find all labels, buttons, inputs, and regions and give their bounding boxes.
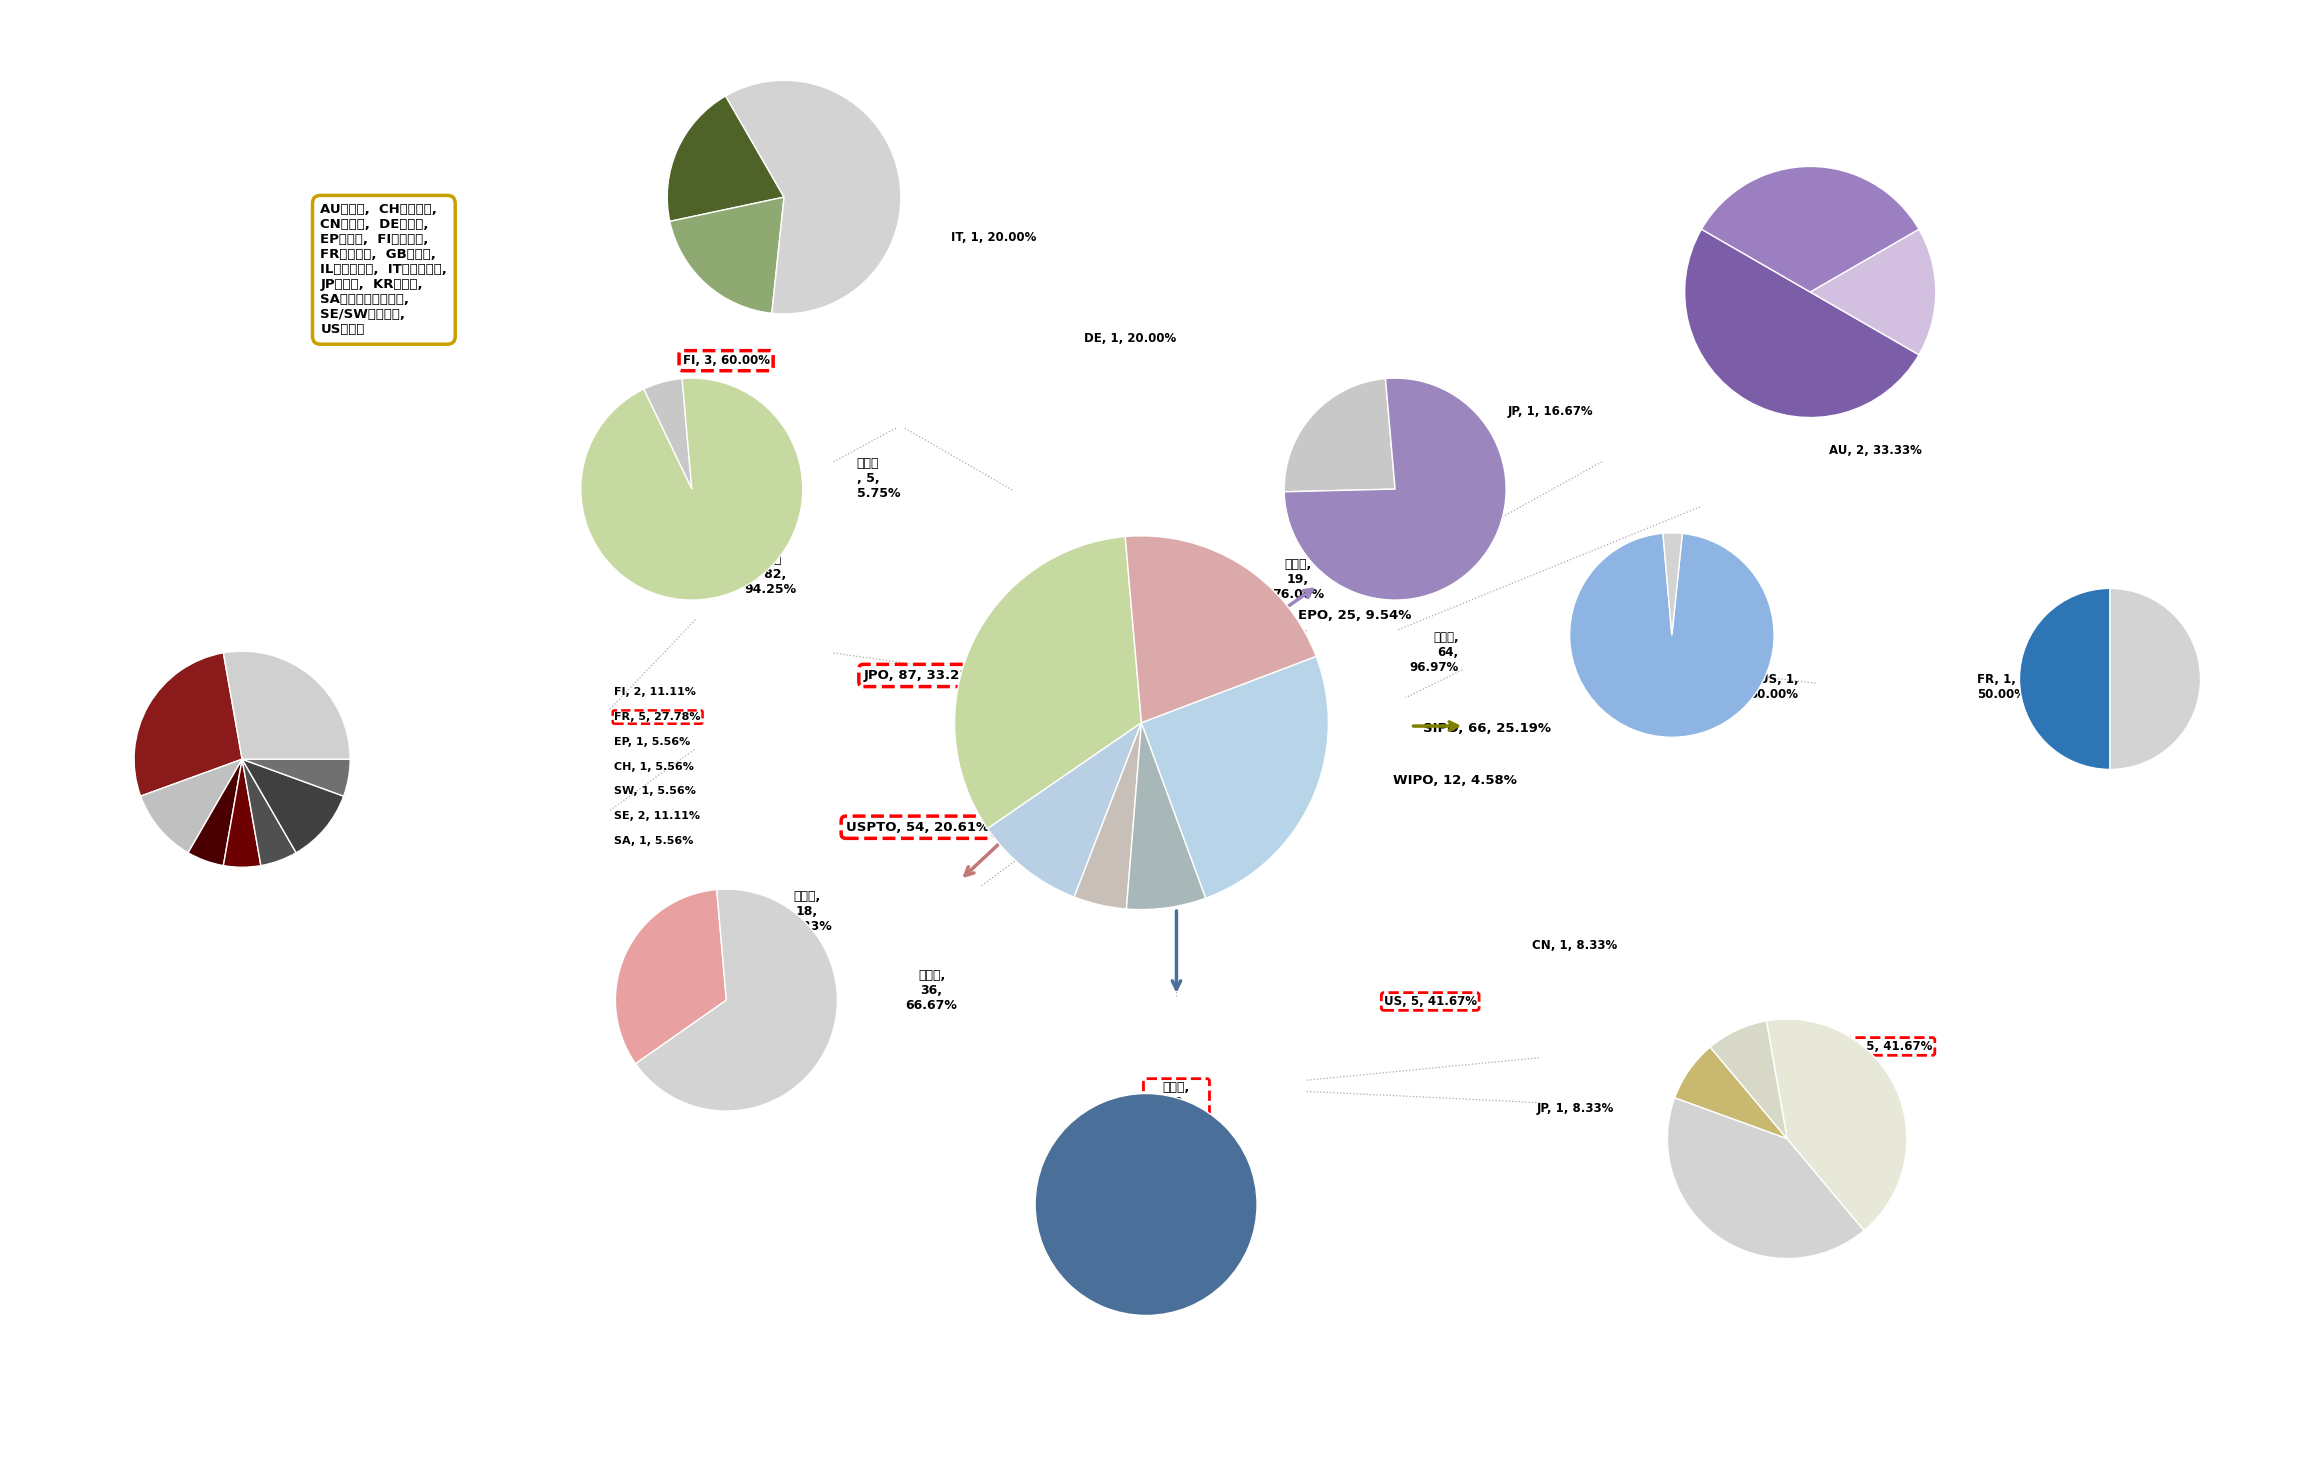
Text: EP, 1, 5.56%: EP, 1, 5.56% — [613, 737, 692, 748]
Wedge shape — [1035, 1094, 1257, 1315]
Text: JP, 5, 27.78%: JP, 5, 27.78% — [256, 749, 337, 759]
Text: 외국인,
6,
24.00%: 외국인, 6, 24.00% — [1404, 469, 1457, 511]
Wedge shape — [726, 80, 902, 314]
Text: 외국인,
2,
3.03%: 외국인, 2, 3.03% — [1709, 587, 1750, 629]
Wedge shape — [669, 197, 784, 314]
Wedge shape — [242, 759, 295, 866]
Wedge shape — [1702, 166, 1919, 292]
Text: US, 5, 41.67%: US, 5, 41.67% — [1384, 994, 1476, 1007]
Wedge shape — [242, 759, 351, 796]
Text: SE, 2, 11.11%: SE, 2, 11.11% — [613, 810, 701, 821]
Wedge shape — [1810, 229, 1935, 355]
Wedge shape — [1075, 723, 1141, 910]
Text: 내국인,
64,
96.97%: 내국인, 64, 96.97% — [1409, 632, 1460, 675]
Text: FR, 5, 27.78%: FR, 5, 27.78% — [613, 712, 701, 723]
Wedge shape — [2020, 588, 2110, 769]
Wedge shape — [134, 653, 242, 796]
Wedge shape — [1766, 1019, 1907, 1231]
Wedge shape — [1663, 533, 1683, 635]
Wedge shape — [1284, 378, 1506, 600]
Text: 내국인,
36,
66.67%: 내국인, 36, 66.67% — [906, 969, 957, 1012]
Text: SW, 1, 5.56%: SW, 1, 5.56% — [613, 787, 696, 796]
Text: SIPO, 66, 25.19%: SIPO, 66, 25.19% — [1423, 721, 1552, 734]
Text: USPTO, 54, 20.61%: USPTO, 54, 20.61% — [846, 821, 989, 834]
Wedge shape — [616, 889, 726, 1064]
Wedge shape — [224, 759, 261, 867]
Text: 외국인
, 5,
5.75%: 외국인 , 5, 5.75% — [856, 457, 899, 501]
Text: WIPO, 12, 4.58%: WIPO, 12, 4.58% — [1393, 774, 1517, 787]
Wedge shape — [2110, 588, 2200, 769]
Wedge shape — [242, 759, 344, 853]
Wedge shape — [636, 889, 837, 1111]
Text: FR, 1,
50.00%: FR, 1, 50.00% — [1976, 673, 2027, 701]
Text: AU, 2, 33.33%: AU, 2, 33.33% — [1829, 444, 1921, 457]
Wedge shape — [581, 378, 802, 600]
Wedge shape — [1667, 1098, 1863, 1259]
Wedge shape — [1686, 229, 1919, 418]
Text: 내국인,
18,
100.00%: 내국인, 18, 100.00% — [1146, 1082, 1206, 1124]
Text: FI, 2, 11.11%: FI, 2, 11.11% — [613, 688, 696, 698]
Wedge shape — [141, 759, 242, 853]
Wedge shape — [189, 759, 242, 866]
Text: SA, 1, 5.56%: SA, 1, 5.56% — [613, 835, 694, 845]
Wedge shape — [1125, 536, 1317, 723]
Text: CN, 1, 8.33%: CN, 1, 8.33% — [1533, 939, 1617, 952]
Text: EP, 5, 41.67%: EP, 5, 41.67% — [1842, 1040, 1932, 1053]
Wedge shape — [1284, 378, 1395, 492]
Text: AU：호주,  CH：스위스,
CN：중국,  DE：독일,
EP：유럽,  FI：핀란드,
FR：프랑스,  GB：영국,
IL：이스라엘,  IT：이탈리아: AU：호주, CH：스위스, CN：중국, DE：독일, EP：유럽, FI：핀… — [321, 203, 447, 336]
Wedge shape — [1141, 657, 1328, 898]
Text: CH, 1, 5.56%: CH, 1, 5.56% — [613, 762, 694, 771]
Text: 외국인,
18,
33.33%: 외국인, 18, 33.33% — [782, 891, 832, 933]
Text: 내국인,
19,
76.00%: 내국인, 19, 76.00% — [1273, 558, 1324, 602]
Wedge shape — [224, 651, 351, 759]
Text: EPO, 25, 9.54%: EPO, 25, 9.54% — [1298, 609, 1411, 622]
Text: 내국인
, 82,
94.25%: 내국인 , 82, 94.25% — [745, 553, 798, 596]
Text: JP, 1, 8.33%: JP, 1, 8.33% — [1536, 1102, 1614, 1115]
Wedge shape — [1125, 723, 1206, 910]
Wedge shape — [987, 723, 1141, 896]
Wedge shape — [1674, 1047, 1787, 1139]
Text: IT, 1, 20.00%: IT, 1, 20.00% — [952, 231, 1038, 244]
Text: JPO, 87, 33.21%: JPO, 87, 33.21% — [862, 669, 982, 682]
Wedge shape — [643, 378, 692, 489]
Text: US, 3, 50.00%: US, 3, 50.00% — [1829, 326, 1921, 339]
Text: KIPO, 18, 6.87%: KIPO, 18, 6.87% — [1116, 854, 1236, 867]
Text: FI, 3, 60.00%: FI, 3, 60.00% — [683, 355, 770, 368]
Text: US, 1,
50.00%: US, 1, 50.00% — [1750, 673, 1799, 701]
Text: JP, 1, 16.67%: JP, 1, 16.67% — [1508, 404, 1593, 418]
Wedge shape — [666, 96, 784, 222]
Wedge shape — [1570, 533, 1773, 737]
Wedge shape — [1711, 1021, 1787, 1139]
Text: DE, 1, 20.00%: DE, 1, 20.00% — [1084, 331, 1176, 345]
Wedge shape — [955, 536, 1141, 829]
